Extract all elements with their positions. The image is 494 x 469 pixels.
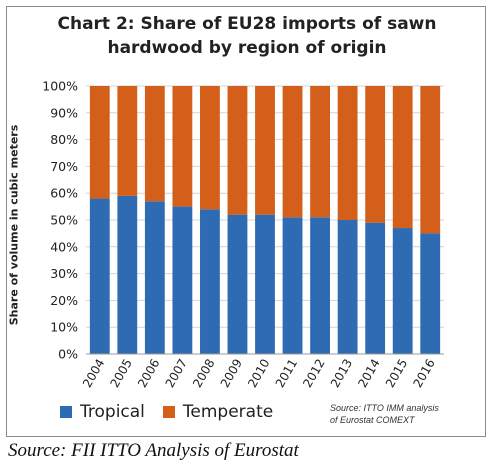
chart-source-line2: of Eurostat COMEXT: [330, 415, 415, 425]
bar-tropical-2009: [227, 214, 248, 354]
bar-temperate-2004: [89, 86, 110, 199]
legend-swatch-tropical: [60, 406, 72, 418]
legend-item-temperate: Temperate: [162, 402, 274, 422]
y-tick-label: 100%: [42, 79, 78, 94]
bar-tropical-2007: [172, 206, 193, 354]
bar-tropical-2014: [365, 222, 386, 354]
bar-tropical-2010: [255, 214, 275, 354]
chart-source-note: Source: ITTO IMM analysis of Eurostat CO…: [330, 402, 480, 426]
chart-title-line1: Chart 2: Share of EU28 imports of sawn: [57, 14, 437, 34]
bar-tropical-2016: [420, 233, 441, 354]
bar-temperate-2014: [365, 86, 386, 223]
bar-tropical-2008: [200, 209, 220, 354]
x-tick-label: 2006: [135, 357, 162, 390]
x-tick-label: 2007: [163, 357, 190, 390]
y-tick-label: 40%: [50, 239, 78, 254]
bar-temperate-2013: [337, 86, 358, 220]
bar-temperate-2007: [172, 86, 193, 207]
bar-tropical-2005: [117, 195, 138, 354]
legend-label-temperate: Temperate: [182, 402, 274, 422]
legend-swatch-temperate: [162, 406, 175, 418]
legend-label-tropical: Tropical: [80, 402, 145, 422]
chart-title-line2: hardwood by region of origin: [107, 38, 387, 58]
legend: Tropical Temperate: [60, 402, 291, 422]
x-tick-label: 2008: [190, 357, 217, 390]
y-tick-label: 60%: [50, 186, 78, 201]
x-tick-label: 2012: [300, 357, 327, 390]
y-tick-label: 10%: [50, 320, 78, 335]
x-tick-label: 2010: [245, 357, 272, 390]
x-tick-label: 2005: [108, 357, 135, 390]
bar-tropical-2012: [310, 217, 330, 354]
x-tick-label: 2009: [218, 357, 245, 390]
bar-temperate-2012: [310, 86, 330, 218]
bar-tropical-2013: [337, 220, 358, 354]
bar-temperate-2008: [200, 86, 220, 210]
chart-source-line1: Source: ITTO IMM analysis: [330, 403, 439, 413]
bar-temperate-2015: [392, 86, 413, 229]
bar-temperate-2010: [255, 86, 275, 215]
y-tick-label: 90%: [50, 105, 78, 120]
bar-temperate-2005: [117, 86, 138, 196]
bar-tropical-2011: [282, 217, 303, 354]
y-tick-label: 30%: [50, 266, 78, 281]
chart-title: Chart 2: Share of EU28 imports of sawn h…: [0, 12, 494, 60]
bar-temperate-2016: [420, 86, 441, 234]
x-tick-label: 2004: [80, 357, 107, 390]
y-tick-label: 80%: [50, 132, 78, 147]
y-tick-label: 70%: [50, 159, 78, 174]
x-tick-label: 2016: [410, 357, 437, 390]
x-tick-label: 2011: [273, 357, 300, 390]
bar-temperate-2006: [144, 86, 165, 202]
y-tick-label: 0%: [58, 347, 78, 362]
bar-temperate-2009: [227, 86, 248, 215]
y-tick-label: 20%: [50, 293, 78, 308]
bar-tropical-2015: [392, 228, 413, 354]
y-tick-label: 50%: [50, 213, 78, 228]
x-tick-label: 2014: [355, 357, 382, 390]
legend-item-tropical: Tropical: [60, 402, 145, 422]
bar-tropical-2006: [144, 201, 165, 354]
bar-temperate-2011: [282, 86, 303, 218]
figure-source-caption: Source: FII ITTO Analysis of Eurostat: [8, 440, 299, 461]
x-tick-label: 2015: [383, 357, 410, 390]
x-tick-label: 2013: [328, 357, 355, 390]
bar-tropical-2004: [89, 198, 110, 354]
